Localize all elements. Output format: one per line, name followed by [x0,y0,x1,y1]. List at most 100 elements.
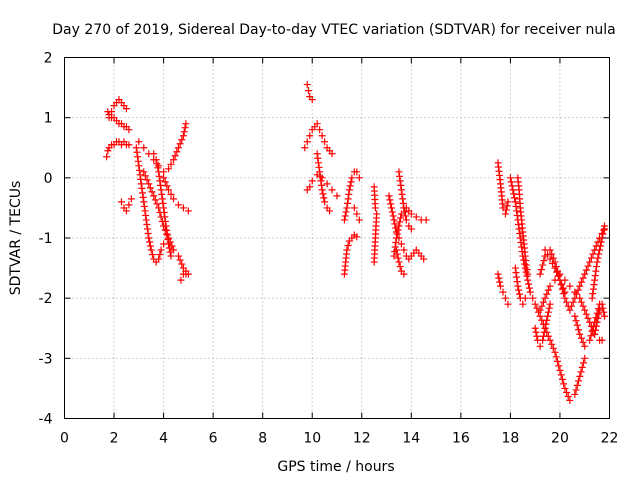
data-series-arc-ac [531,300,554,350]
data-point [146,184,154,192]
data-point [148,188,156,196]
data-point [400,246,408,254]
data-point [581,306,589,314]
x-tick-label: 8 [258,431,267,447]
data-point [542,320,550,328]
data-point [135,162,143,170]
data-point [388,204,395,212]
data-point [396,177,404,185]
data-point [531,300,539,308]
data-point [313,120,321,128]
data-point [506,174,514,182]
data-point [551,258,559,266]
data-point [155,255,163,263]
data-point [501,294,509,302]
data-point [397,214,405,222]
data-point [135,166,143,174]
data-point [395,222,403,230]
data-point [343,246,351,254]
data-point [117,198,125,206]
data-point [127,195,135,203]
data-point [165,240,173,248]
data-point [541,294,549,302]
data-point [144,229,152,237]
data-point [321,138,329,146]
data-point [422,216,430,224]
data-point [132,144,140,152]
data-point [508,182,516,190]
x-tick-label: 12 [353,431,371,447]
data-point [514,282,522,290]
data-point [316,168,324,176]
data-point [104,147,112,155]
data-point [513,278,521,286]
data-point [308,96,316,104]
y-axis-label: SDTVAR / TECUs [8,181,24,296]
data-point [526,288,534,296]
data-series-arc-n [313,150,334,215]
data-point [574,286,582,294]
data-point [579,359,587,367]
data-point [161,217,169,225]
data-point [591,326,599,334]
data-point [305,87,313,95]
data-point [355,216,363,224]
data-point [513,273,521,281]
data-point [140,198,148,206]
data-series-arc-i [160,174,192,215]
x-tick-label: 0 [60,431,69,447]
data-point [355,174,363,182]
data-point [595,250,603,258]
data-point [536,342,544,350]
data-point [521,294,529,302]
x-axis-label: GPS time / hours [277,459,394,475]
data-point [157,186,165,194]
data-point [155,168,163,176]
data-point [347,178,355,186]
data-point [158,195,166,203]
data-point [164,236,172,244]
data-point [539,336,547,344]
data-point [146,238,154,246]
data-point [581,354,589,362]
data-point [139,189,147,197]
data-point [541,252,549,260]
data-point [584,314,592,322]
data-point [163,182,171,190]
data-point [143,220,151,228]
data-point [511,194,519,202]
data-point [536,270,544,278]
data-point [141,207,149,215]
data-point [145,180,153,188]
data-point [553,357,561,365]
data-point [577,368,585,376]
x-tick-label: 20 [551,431,569,447]
data-series-arc-w [494,159,512,218]
data-point [390,216,398,224]
data-point [549,254,557,262]
data-point [333,192,341,200]
data-point [370,258,378,266]
data-point [563,298,571,306]
data-point [143,225,151,233]
data-point [148,251,156,259]
data-point [176,140,184,148]
data-point [141,172,149,180]
data-point [125,126,133,134]
data-point [163,226,171,234]
data-point [540,328,548,336]
data-point [537,266,545,274]
data-point [155,172,163,180]
data-point [165,165,173,173]
data-point [142,211,150,219]
data-point [174,252,182,260]
data-point [173,148,181,156]
data-point [318,186,326,194]
data-point [140,202,148,210]
data-point [393,230,401,238]
data-point [150,192,158,200]
data-point [592,263,600,271]
data-point [170,195,177,203]
data-point [557,281,565,289]
data-point [138,184,146,192]
